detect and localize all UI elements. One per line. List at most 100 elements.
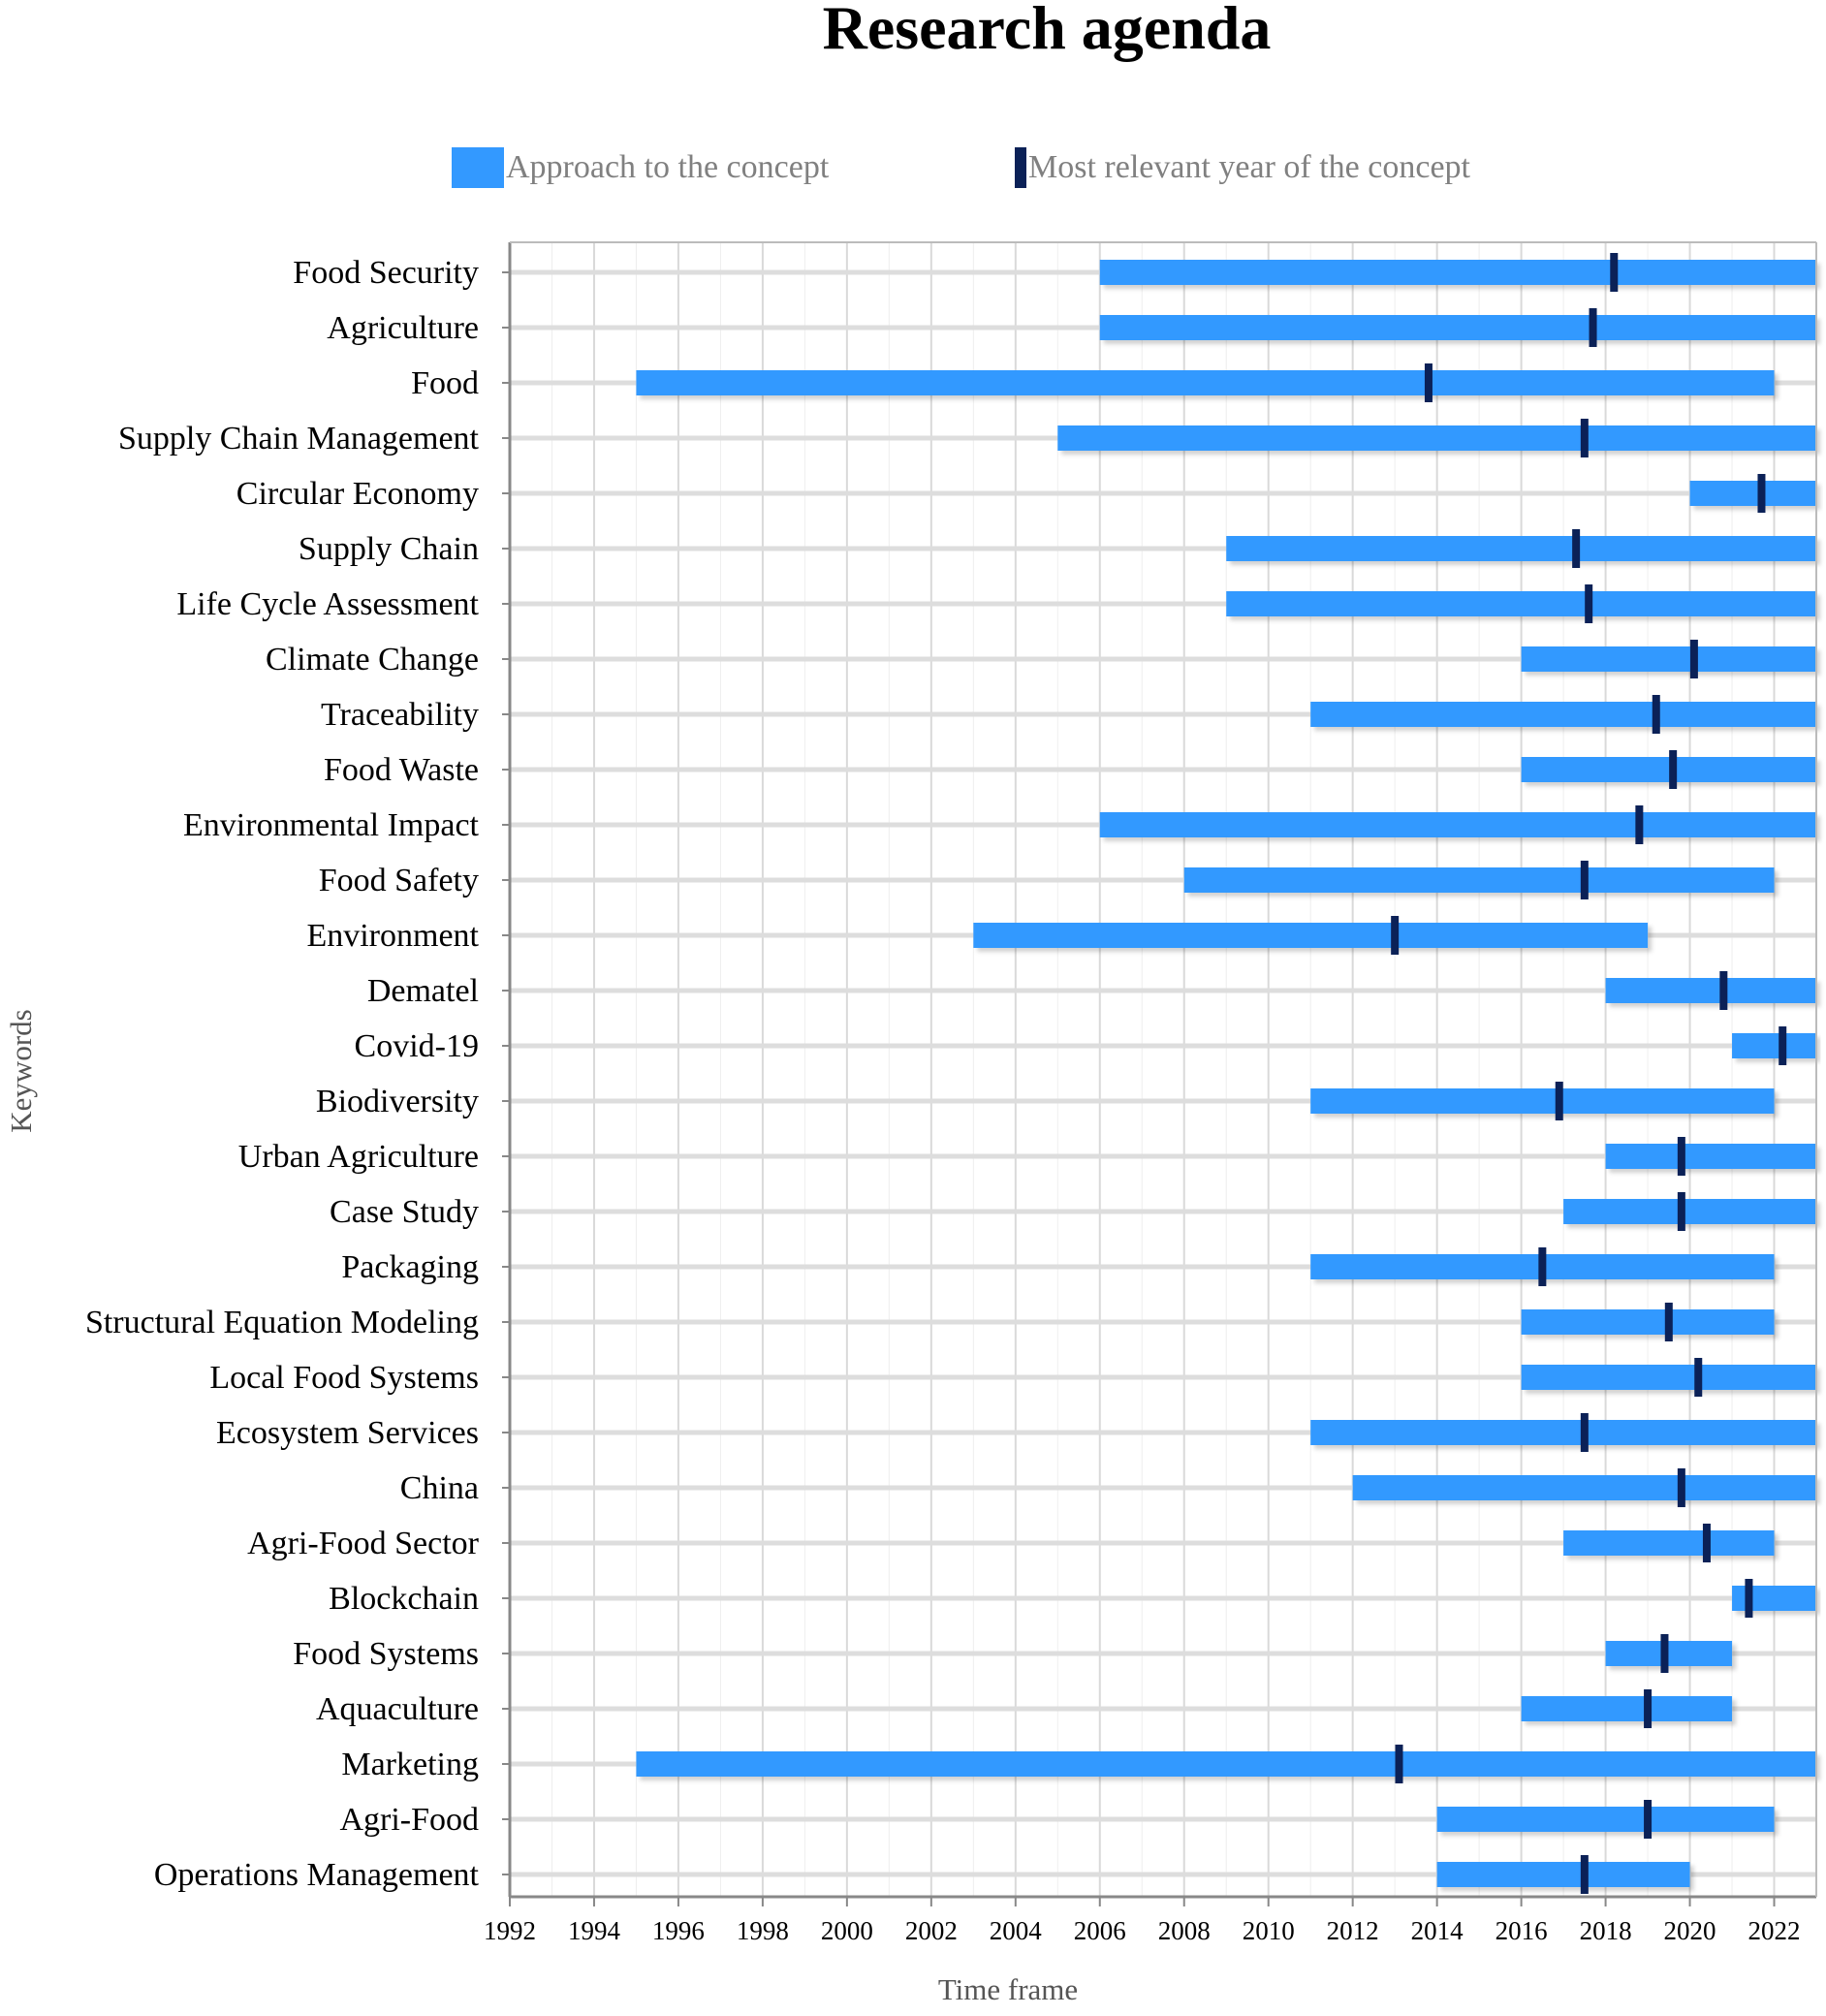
- y-tick-label: Operations Management: [154, 1857, 480, 1893]
- y-tick-label: Environment: [306, 918, 479, 954]
- bar-approach-traceability: [1310, 702, 1816, 727]
- y-axis-title-text: Keywords: [4, 1009, 38, 1133]
- marker-relevant-year-structural-equation-modeling: [1664, 1303, 1673, 1341]
- x-tick-label: 2016: [1495, 1916, 1548, 1945]
- legend-marker-relevant-year: [1015, 147, 1026, 188]
- y-tick-label: Urban Agriculture: [238, 1139, 479, 1175]
- marker-relevant-year-food-waste: [1669, 750, 1678, 789]
- marker-relevant-year-case-study: [1677, 1192, 1685, 1231]
- bar-approach-local-food-systems: [1521, 1365, 1816, 1390]
- marker-relevant-year-supply-chain-management: [1580, 419, 1589, 457]
- legend-label-approach: Approach to the concept: [506, 149, 830, 185]
- x-tick-label: 2020: [1664, 1916, 1716, 1945]
- bar-approach-food-waste: [1521, 757, 1816, 782]
- chart-title: Research agenda: [822, 0, 1272, 62]
- bar-approach-agriculture: [1099, 315, 1816, 340]
- bar-approach-supply-chain: [1226, 536, 1816, 561]
- y-tick-label: Supply Chain Management: [118, 421, 480, 457]
- x-tick-label: 1992: [484, 1916, 536, 1945]
- x-tick-label: 2008: [1158, 1916, 1211, 1945]
- marker-relevant-year-traceability: [1652, 695, 1660, 734]
- y-tick-label: Case Study: [330, 1194, 479, 1230]
- bar-approach-food-safety: [1183, 867, 1775, 893]
- x-tick-label: 2004: [990, 1916, 1043, 1945]
- bar-approach-circular-economy: [1689, 481, 1816, 506]
- legend-label-relevant-year: Most relevant year of the concept: [1028, 149, 1470, 185]
- bar-approach-structural-equation-modeling: [1521, 1309, 1775, 1335]
- marker-relevant-year-operations-management: [1580, 1855, 1589, 1894]
- marker-relevant-year-environmental-impact: [1635, 805, 1644, 844]
- bar-approach-environment: [973, 923, 1649, 948]
- y-tick-label: Aquaculture: [316, 1691, 479, 1727]
- marker-relevant-year-ecosystem-services: [1580, 1413, 1589, 1452]
- y-tick-label: Blockchain: [329, 1581, 479, 1617]
- bar-approach-agri-food-sector: [1563, 1530, 1775, 1556]
- y-tick-label: Marketing: [341, 1747, 479, 1782]
- y-tick-label: Life Cycle Assessment: [176, 586, 479, 622]
- x-tick-label: 1994: [568, 1916, 621, 1945]
- bar-approach-supply-chain-management: [1057, 425, 1816, 451]
- marker-relevant-year-local-food-systems: [1694, 1358, 1703, 1397]
- y-tick-label: Ecosystem Services: [216, 1415, 479, 1451]
- bar-approach-biodiversity: [1310, 1088, 1775, 1114]
- bar-approach-dematel: [1605, 978, 1816, 1003]
- y-tick-label: Circular Economy: [236, 476, 479, 512]
- marker-relevant-year-aquaculture: [1644, 1689, 1653, 1728]
- x-tick-label: 2012: [1327, 1916, 1379, 1945]
- bar-approach-food: [636, 370, 1775, 395]
- y-tick-label: China: [400, 1470, 479, 1506]
- marker-relevant-year-agri-food-sector: [1702, 1524, 1711, 1562]
- marker-relevant-year-urban-agriculture: [1677, 1137, 1685, 1176]
- bars-layer: [636, 253, 1816, 1894]
- x-tick-label: 2000: [821, 1916, 873, 1945]
- bar-approach-marketing: [636, 1751, 1816, 1777]
- y-tick-label: Traceability: [321, 697, 479, 733]
- y-tick-label: Packaging: [341, 1249, 479, 1285]
- bar-approach-case-study: [1563, 1199, 1816, 1224]
- bar-approach-food-security: [1099, 260, 1816, 285]
- bar-approach-agri-food: [1436, 1807, 1775, 1832]
- bar-approach-aquaculture: [1521, 1696, 1733, 1721]
- y-tick-label: Structural Equation Modeling: [85, 1305, 479, 1340]
- marker-relevant-year-food-safety: [1580, 861, 1589, 899]
- x-tick-label: 2014: [1411, 1916, 1464, 1945]
- marker-relevant-year-marketing: [1395, 1745, 1403, 1783]
- y-tick-label: Food Safety: [319, 863, 479, 898]
- x-tick-label: 2002: [905, 1916, 958, 1945]
- y-tick-label: Local Food Systems: [209, 1360, 479, 1396]
- legend-item-approach: Approach to the concept: [452, 143, 829, 192]
- legend-item-relevant-year: Most relevant year of the concept: [1015, 143, 1470, 192]
- marker-relevant-year-climate-change: [1689, 640, 1698, 678]
- y-tick-label: Supply Chain: [299, 531, 479, 567]
- x-tick-label: 2018: [1580, 1916, 1632, 1945]
- y-tick-label: Agriculture: [327, 310, 479, 346]
- marker-relevant-year-blockchain: [1745, 1579, 1753, 1618]
- y-tick-label: Agri-Food: [339, 1802, 479, 1838]
- x-tick-label: 2010: [1243, 1916, 1295, 1945]
- y-tick-label: Food Waste: [324, 752, 479, 788]
- x-axis-title: Time frame: [937, 1972, 1079, 2006]
- x-tick-label: 2022: [1748, 1916, 1801, 1945]
- axis-labels: 1992 1994 1996 1998 2000 2002 2004 2006 2008 2010…: [85, 255, 1801, 1945]
- y-tick-label: Dematel: [367, 973, 479, 1009]
- y-tick-label: Food Systems: [293, 1636, 479, 1672]
- x-tick-label: 1996: [652, 1916, 705, 1945]
- marker-relevant-year-dematel: [1719, 971, 1728, 1010]
- y-tick-label: Environmental Impact: [183, 807, 480, 843]
- y-tick-label: Biodiversity: [316, 1084, 479, 1119]
- marker-relevant-year-china: [1677, 1468, 1685, 1507]
- y-tick-label: Food: [411, 365, 479, 401]
- bar-approach-blockchain: [1732, 1586, 1816, 1611]
- marker-relevant-year-supply-chain: [1572, 529, 1581, 568]
- marker-relevant-year-food-security: [1610, 253, 1619, 292]
- marker-relevant-year-food-systems: [1660, 1634, 1669, 1673]
- marker-relevant-year-food: [1424, 363, 1432, 402]
- bar-approach-china: [1352, 1475, 1816, 1500]
- marker-relevant-year-agri-food: [1644, 1800, 1653, 1839]
- bar-approach-ecosystem-services: [1310, 1420, 1816, 1445]
- bar-approach-environmental-impact: [1099, 812, 1816, 837]
- bar-approach-operations-management: [1436, 1862, 1690, 1887]
- bar-approach-food-systems: [1605, 1641, 1733, 1666]
- y-tick-label: Agri-Food Sector: [247, 1526, 480, 1561]
